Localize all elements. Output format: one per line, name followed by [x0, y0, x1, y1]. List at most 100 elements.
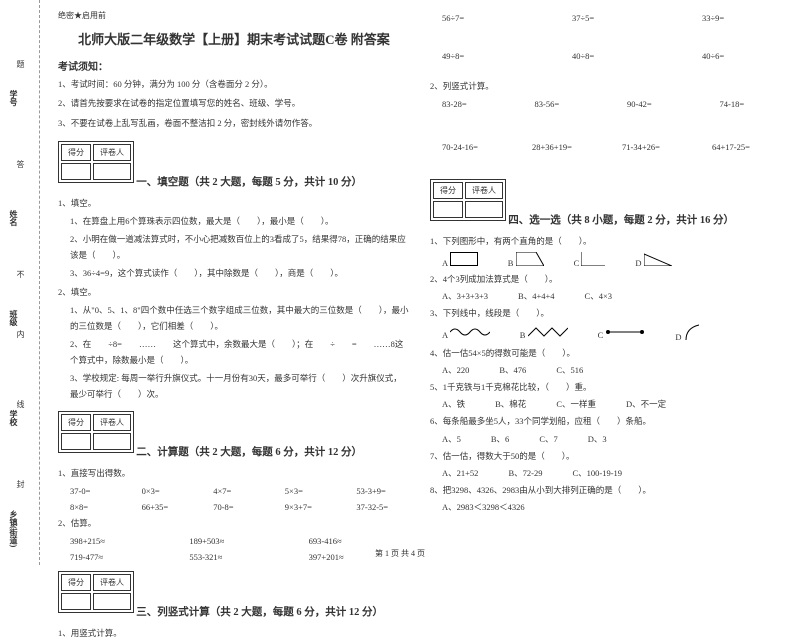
opt-d: D	[635, 252, 671, 268]
calc-item: 83-56=	[535, 96, 598, 112]
notice-item: 2、请首先按要求在试卷的指定位置填写您的姓名、班级、学号。	[58, 96, 410, 111]
opt: C、一样重	[556, 398, 596, 410]
opt-c: C	[598, 326, 646, 340]
opt: B、4+4+4	[518, 290, 555, 302]
opt: C、100-19-19	[572, 467, 622, 479]
notice-item: 1、考试时间：60 分钟，满分为 100 分（含卷面分 2 分）。	[58, 77, 410, 92]
segment-icon	[605, 326, 645, 338]
secret-label: 绝密★启用前	[58, 10, 410, 21]
curve-icon	[684, 324, 704, 340]
reviewer-label: 评卷人	[93, 144, 131, 161]
score-label: 得分	[433, 182, 463, 199]
mc-q5: 5、1千克铁与1千克棉花比较，（ ）重。	[430, 379, 782, 395]
calc-item: 37-32-5=	[356, 499, 410, 515]
calc-item: 66+35=	[142, 499, 196, 515]
opt: D、3	[588, 433, 607, 445]
opt: A、铁	[442, 398, 465, 410]
calc-item: 8×8=	[70, 499, 124, 515]
reviewer-label: 评卷人	[93, 574, 131, 591]
opt-a: A	[442, 252, 478, 268]
calc-item: 70-8=	[213, 499, 267, 515]
opt: A、2983＜3298＜4326	[442, 501, 525, 513]
calc-item: 40÷6=	[702, 48, 782, 64]
q2-head: 2、填空。	[58, 284, 410, 300]
calc4-head: 2、列竖式计算。	[430, 78, 782, 94]
left-column: 绝密★启用前 北师大版二年级数学【上册】期末考试试题C卷 附答案 考试须知： 1…	[48, 10, 420, 555]
notice-heading: 考试须知：	[58, 58, 410, 73]
calc-item: 70-24-16=	[442, 139, 512, 155]
opt: C、516	[556, 364, 583, 376]
calc-row: 8×8= 66+35= 70-8= 9×3+7= 37-32-5=	[58, 499, 410, 515]
calc-row: 56÷7= 37÷5= 33÷9=	[430, 10, 782, 26]
opt: B、棉花	[495, 398, 526, 410]
exam-title: 北师大版二年级数学【上册】期末考试试题C卷 附答案	[58, 29, 410, 48]
calc-item: 49÷8=	[442, 48, 522, 64]
zigzag-icon	[528, 326, 568, 338]
mc-q2: 2、4个3列成加法算式是（ ）。	[430, 271, 782, 287]
field-class[interactable]: 班级	[8, 310, 19, 326]
score-cell[interactable]	[433, 201, 463, 218]
seal-mark: 题	[15, 60, 26, 68]
seal-mark: 不	[15, 270, 26, 278]
page-footer: 第 1 页 共 4 页	[375, 548, 425, 559]
score-box: 得分评卷人	[58, 411, 134, 453]
section-1-title: 一、填空题（共 2 大题，每题 5 分，共计 10 分）	[136, 174, 362, 189]
field-id[interactable]: 学号	[8, 90, 19, 106]
mc-q7: 7、估一估，得数大于50的是（ ）。	[430, 448, 782, 464]
calc-item: 53-3+9=	[356, 483, 410, 499]
score-box: 得分评卷人	[430, 179, 506, 221]
mc-q4: 4、估一估54×5的得数可能是（ ）。	[430, 345, 782, 361]
reviewer-cell[interactable]	[93, 593, 131, 610]
mc-q1-options: A B C D	[430, 252, 782, 268]
opt: A、21+52	[442, 467, 478, 479]
calc-row: 83-28= 83-56= 90-42= 74-18=	[430, 96, 782, 112]
rectangle-icon	[450, 252, 478, 266]
calc-row: 70-24-16= 28+36+19= 71-34+26= 64+17-25=	[430, 139, 782, 155]
calc-item: 71-34+26=	[622, 139, 692, 155]
q1-line: 3、36÷4=9，这个算式读作（ ），其中除数是（ ），商是（ ）。	[58, 265, 410, 281]
mc-q3: 3、下列线中，线段是（ ）。	[430, 305, 782, 321]
reviewer-cell[interactable]	[93, 433, 131, 450]
notice-item: 3、不要在试卷上乱写乱画，卷面不整洁扣 2 分，密封线外请勿作答。	[58, 116, 410, 131]
reviewer-cell[interactable]	[93, 163, 131, 180]
mc-q1: 1、下列图形中，有两个直角的是（ ）。	[430, 233, 782, 249]
mc-q3-options: A B C D	[430, 324, 782, 342]
section-3-title: 三、列竖式计算（共 2 大题，每题 6 分，共计 12 分）	[136, 604, 383, 619]
score-cell[interactable]	[61, 433, 91, 450]
calc-item: 693-416≈	[309, 533, 410, 549]
field-name[interactable]: 姓名	[8, 210, 19, 226]
opt: B、6	[491, 433, 509, 445]
mc-q6: 6、每条船最多坐5人，33个同学划船，应租（ ）条船。	[430, 413, 782, 429]
q1-line: 1、在算盘上用6个算珠表示四位数，最大是（ ），最小是（ ）。	[58, 213, 410, 229]
score-label: 得分	[61, 144, 91, 161]
calc-item: 37-0=	[70, 483, 124, 499]
calc-item: 40÷8=	[572, 48, 652, 64]
score-label: 得分	[61, 414, 91, 431]
calc-item: 719-477≈	[70, 549, 171, 565]
calc-row: 719-477≈ 553-321≈ 397+201≈	[58, 549, 410, 565]
mc-q8-options: A、2983＜3298＜4326	[430, 501, 782, 513]
angle-icon	[581, 252, 605, 266]
calc-item: 56÷7=	[442, 10, 522, 26]
q1-line: 2、小明在做一道减法算式时，不小心把减数百位上的3看成了5，结果得78，正确的结…	[58, 231, 410, 263]
field-school[interactable]: 学校	[8, 410, 19, 426]
opt: C、7	[539, 433, 557, 445]
seal-mark: 线	[15, 400, 26, 408]
score-box: 得分评卷人	[58, 571, 134, 613]
calc2-head: 2、估算。	[58, 515, 410, 531]
wavy-line-icon	[450, 326, 490, 338]
mc-q5-options: A、铁 B、棉花 C、一样重 D、不一定	[430, 398, 782, 410]
opt: A、3+3+3+3	[442, 290, 488, 302]
seal-mark: 封	[15, 480, 26, 488]
trapezoid-icon	[516, 252, 544, 266]
calc-item: 64+17-25=	[712, 139, 782, 155]
score-cell[interactable]	[61, 593, 91, 610]
calc-item: 83-28=	[442, 96, 505, 112]
opt: D、不一定	[626, 398, 666, 410]
score-cell[interactable]	[61, 163, 91, 180]
calc-item: 90-42=	[627, 96, 690, 112]
calc-item: 398+215≈	[70, 533, 171, 549]
reviewer-cell[interactable]	[465, 201, 503, 218]
field-township[interactable]: 乡镇(街道)	[8, 510, 19, 547]
opt-b: B	[508, 252, 544, 268]
